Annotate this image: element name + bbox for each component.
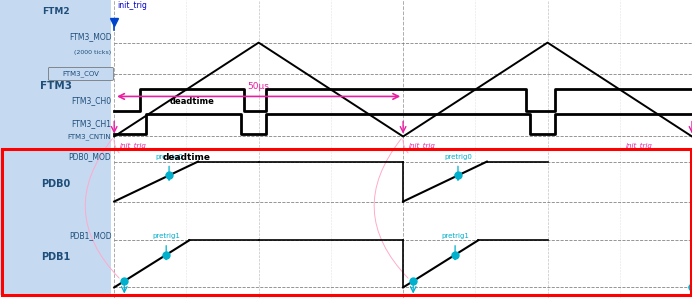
Text: pretrig1: pretrig1 xyxy=(152,233,180,239)
Text: PDB0_MOD: PDB0_MOD xyxy=(69,152,111,161)
Text: pretrig1: pretrig1 xyxy=(441,233,469,239)
Text: deadtime: deadtime xyxy=(163,153,210,162)
Text: init_trig: init_trig xyxy=(118,1,147,10)
Bar xyxy=(0,149,111,219)
Text: init_trig: init_trig xyxy=(120,142,147,149)
Bar xyxy=(0,0,111,24)
Text: pretrig0: pretrig0 xyxy=(444,154,472,160)
Text: init_trig: init_trig xyxy=(626,142,652,149)
Bar xyxy=(0,219,111,295)
FancyBboxPatch shape xyxy=(48,67,113,80)
Text: deadtime: deadtime xyxy=(170,97,215,106)
Text: pretrig0: pretrig0 xyxy=(155,154,183,160)
Text: FTM3_COV: FTM3_COV xyxy=(62,71,100,77)
Text: PDB0: PDB0 xyxy=(41,179,71,189)
Text: FTM3_MOD: FTM3_MOD xyxy=(69,32,111,41)
Text: (2000 ticks): (2000 ticks) xyxy=(74,50,111,55)
Text: PDB1_MOD: PDB1_MOD xyxy=(69,231,111,240)
Text: FTM3_CNTIN: FTM3_CNTIN xyxy=(68,133,111,140)
Text: PDB1: PDB1 xyxy=(41,252,71,262)
Text: FTM2: FTM2 xyxy=(42,7,69,16)
Bar xyxy=(2,149,691,295)
Text: FTM3_CH1: FTM3_CH1 xyxy=(71,119,111,128)
Text: 50μs: 50μs xyxy=(248,82,270,91)
Text: FTM3: FTM3 xyxy=(39,81,72,91)
Text: FTM3_CH0: FTM3_CH0 xyxy=(71,96,111,105)
Bar xyxy=(0,24,111,149)
Text: init_trig: init_trig xyxy=(408,142,435,149)
